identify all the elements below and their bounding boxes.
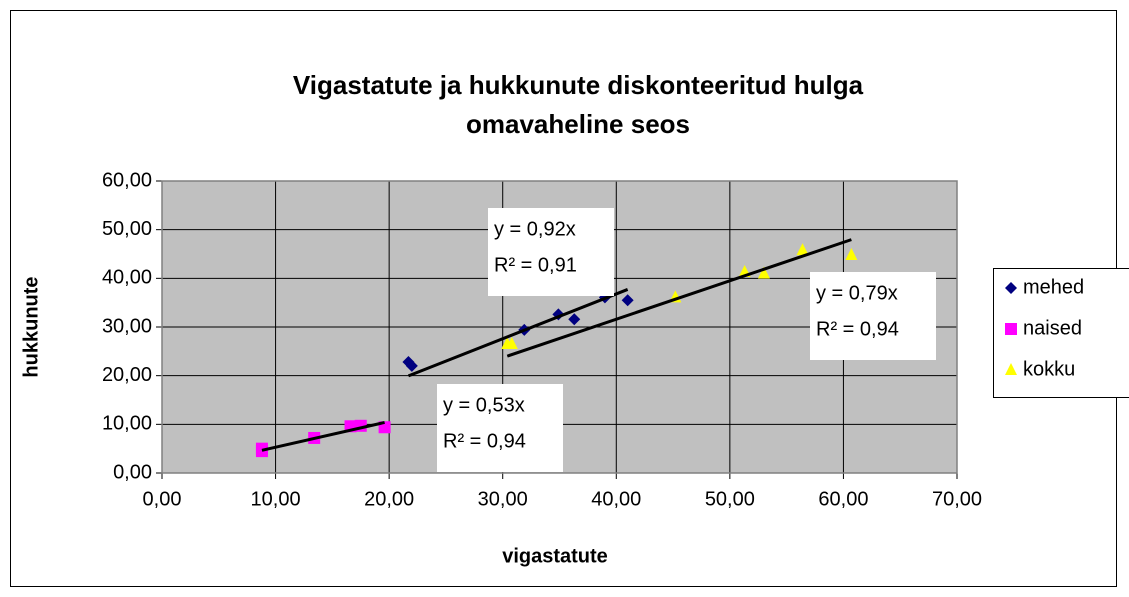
- y-axis-title: hukkunute: [20, 276, 42, 377]
- chart-title: Vigastatute ja hukkunute diskonteeritud …: [293, 70, 864, 100]
- y-tick-label: 40,00: [102, 267, 152, 289]
- trendline: [261, 420, 385, 452]
- trendline-r2: R² = 0,94: [443, 430, 526, 452]
- legend-label: kokku: [1023, 358, 1075, 380]
- point-diamond: [1005, 282, 1017, 294]
- x-tick-label: 30,00: [478, 488, 528, 510]
- point-triangle: [845, 247, 858, 260]
- point-diamond: [405, 359, 418, 372]
- point-triangle: [505, 337, 518, 350]
- trendline: [506, 238, 852, 358]
- y-tick-label: 10,00: [102, 413, 152, 435]
- x-tick-label: 70,00: [932, 488, 982, 510]
- point-square: [1005, 323, 1017, 335]
- x-tick-label: 50,00: [705, 488, 755, 510]
- y-tick-label: 20,00: [102, 364, 152, 386]
- trendline-equation: y = 0,53x: [443, 394, 525, 416]
- legend-label: mehed: [1023, 276, 1084, 298]
- x-tick-label: 10,00: [251, 488, 301, 510]
- x-tick-label: 60,00: [818, 488, 868, 510]
- point-triangle: [796, 243, 809, 256]
- trendline-label-box: [437, 384, 563, 472]
- point-diamond: [568, 313, 581, 326]
- trendline-equation: y = 0,92x: [494, 218, 576, 240]
- chart-title: omavaheline seos: [466, 109, 690, 139]
- x-tick-label: 20,00: [364, 488, 414, 510]
- point-triangle: [1005, 363, 1017, 375]
- y-tick-label: 60,00: [102, 169, 152, 191]
- plot-border: [161, 180, 958, 474]
- trendline-label-box: [488, 208, 614, 296]
- x-tick-label: 0,00: [143, 488, 182, 510]
- y-tick-label: 0,00: [113, 461, 152, 483]
- point-square: [255, 442, 268, 455]
- trendline-equation: y = 0,79x: [816, 282, 898, 304]
- point-diamond: [621, 294, 634, 307]
- y-tick-label: 30,00: [102, 315, 152, 337]
- trendline: [407, 288, 629, 378]
- point-triangle: [757, 266, 770, 279]
- x-tick-label: 40,00: [591, 488, 641, 510]
- x-axis-title: vigastatute: [502, 545, 608, 567]
- trendline-label-box: [810, 272, 936, 360]
- y-tick-label: 50,00: [102, 218, 152, 240]
- trendline-r2: R² = 0,91: [494, 254, 577, 276]
- legend-label: naised: [1023, 317, 1082, 339]
- trendline-r2: R² = 0,94: [816, 318, 899, 340]
